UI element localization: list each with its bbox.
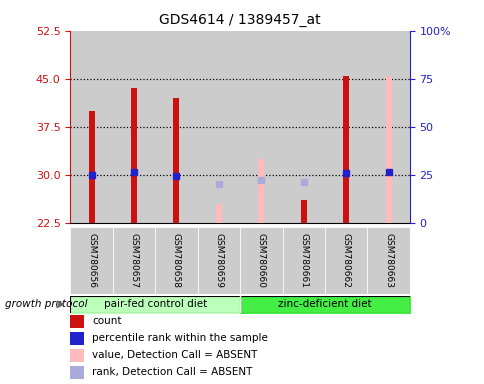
Bar <box>197 31 240 223</box>
Bar <box>282 31 324 223</box>
Text: value, Detection Call = ABSENT: value, Detection Call = ABSENT <box>92 351 257 361</box>
Bar <box>70 31 112 223</box>
Text: GSM780658: GSM780658 <box>171 233 181 288</box>
Text: rank, Detection Call = ABSENT: rank, Detection Call = ABSENT <box>92 367 252 377</box>
FancyBboxPatch shape <box>112 227 155 294</box>
Bar <box>282 31 324 223</box>
Text: GSM780657: GSM780657 <box>129 233 138 288</box>
FancyBboxPatch shape <box>240 227 282 294</box>
Text: growth protocol: growth protocol <box>5 299 87 310</box>
Bar <box>155 31 197 223</box>
Text: zinc-deficient diet: zinc-deficient diet <box>277 299 371 310</box>
Bar <box>70 31 112 223</box>
FancyBboxPatch shape <box>282 227 324 294</box>
Bar <box>89 111 94 223</box>
Bar <box>70 315 84 328</box>
Text: pair-fed control diet: pair-fed control diet <box>104 299 206 310</box>
Bar <box>366 31 409 223</box>
Bar <box>155 31 197 223</box>
Bar <box>324 31 366 223</box>
Bar <box>258 159 264 223</box>
Bar <box>240 31 282 223</box>
Text: GSM780659: GSM780659 <box>214 233 223 288</box>
Text: GSM780662: GSM780662 <box>341 233 350 288</box>
FancyBboxPatch shape <box>366 227 409 294</box>
Bar <box>300 200 306 223</box>
Bar <box>385 76 391 223</box>
Bar <box>197 31 240 223</box>
Bar <box>70 332 84 345</box>
Bar <box>112 31 155 223</box>
Title: GDS4614 / 1389457_at: GDS4614 / 1389457_at <box>159 13 320 27</box>
Bar <box>215 204 221 223</box>
FancyBboxPatch shape <box>70 227 112 294</box>
Text: GSM780656: GSM780656 <box>87 233 96 288</box>
Text: percentile rank within the sample: percentile rank within the sample <box>92 333 268 343</box>
FancyBboxPatch shape <box>155 227 197 294</box>
Bar <box>324 31 366 223</box>
Text: GSM780660: GSM780660 <box>256 233 265 288</box>
Bar <box>70 349 84 362</box>
FancyBboxPatch shape <box>197 227 240 294</box>
Bar <box>112 31 155 223</box>
Bar <box>70 366 84 379</box>
Text: count: count <box>92 316 121 326</box>
Bar <box>343 76 348 223</box>
FancyBboxPatch shape <box>324 227 366 294</box>
Bar <box>173 98 179 223</box>
Text: GSM780661: GSM780661 <box>299 233 308 288</box>
Bar <box>240 31 282 223</box>
Text: GSM780663: GSM780663 <box>383 233 393 288</box>
Bar <box>366 31 409 223</box>
Bar <box>131 88 136 223</box>
